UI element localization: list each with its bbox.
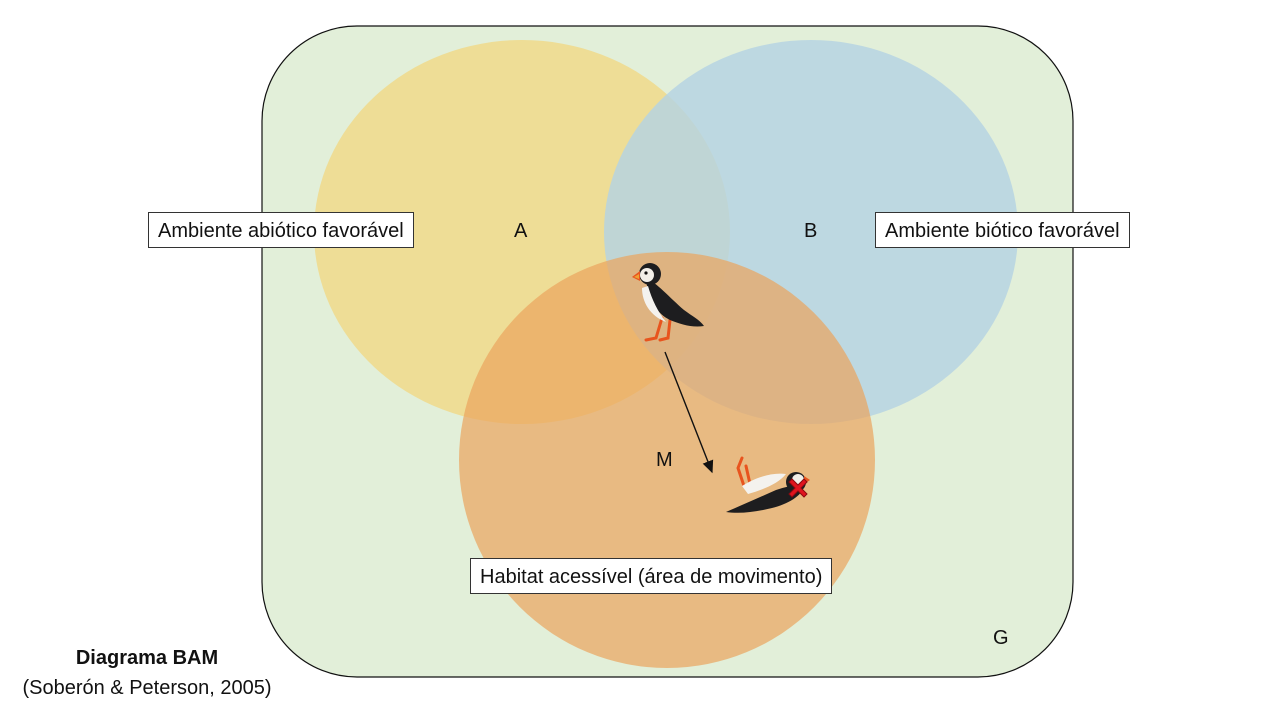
caption-citation: (Soberón & Peterson, 2005): [22, 677, 272, 699]
set-m-letter: M: [656, 449, 673, 471]
dead-puffin-icon: [726, 456, 810, 513]
puffin-icon: [632, 263, 704, 342]
set-m-label: Habitat acessível (área de movimento): [470, 558, 833, 594]
set-b-label: Ambiente biótico favorável: [875, 212, 1130, 248]
red-x-icon: [788, 478, 808, 498]
set-a-label: Ambiente abiótico favorável: [148, 212, 414, 248]
caption-title: Diagrama BAM: [75, 647, 219, 669]
set-b-letter: B: [804, 220, 818, 242]
diagram-caption: Diagrama BAM (Soberón & Peterson, 2005): [0, 643, 294, 703]
set-a-letter: A: [514, 220, 528, 242]
movement-arrow: [664, 351, 714, 474]
region-g-letter: G: [993, 627, 1009, 649]
